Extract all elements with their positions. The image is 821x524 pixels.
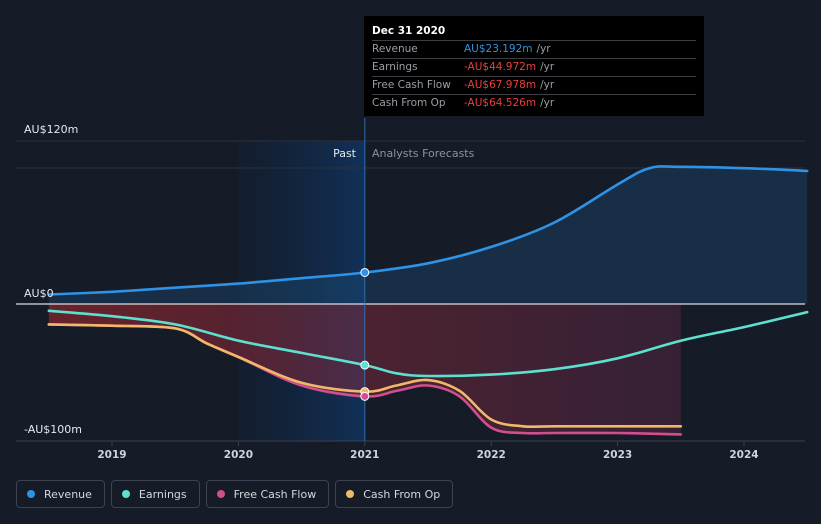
series-line-revenue [47, 165, 809, 296]
free-cash-flow-dot-icon [216, 490, 225, 498]
legend-label: Free Cash Flow [233, 487, 317, 501]
tooltip-value: AU$23.192m [464, 43, 533, 55]
tooltip-unit: /yr [536, 43, 551, 55]
earnings-dot-icon [121, 490, 130, 498]
tooltip-row-revenue: Revenue AU$23.192m /yr [372, 40, 696, 58]
legend-item-cash-from-op[interactable]: Cash From Op [335, 480, 454, 508]
x-tick-label: 2020 [224, 449, 253, 461]
x-tick-label: 2021 [350, 449, 379, 461]
legend-item-earnings[interactable]: Earnings [110, 480, 200, 508]
marker-revenue [360, 267, 370, 277]
tooltip-date: Dec 31 2020 [372, 25, 446, 37]
revenue-area [48, 166, 808, 304]
revenue-dot-icon [27, 490, 35, 498]
past-label: Past [333, 147, 357, 160]
tooltip-unit: /yr [540, 97, 555, 109]
tooltip-row-fcf: Free Cash Flow -AU$67.978m /yr [372, 76, 696, 94]
series-line-cash-from-op [47, 323, 683, 429]
legend-label: Cash From Op [363, 487, 441, 501]
marker-earnings [360, 360, 370, 370]
tooltip-label: Earnings [372, 61, 418, 73]
x-tick-label: 2022 [477, 449, 506, 461]
tooltip-label: Revenue [372, 43, 418, 55]
tooltip-label: Free Cash Flow [372, 79, 451, 91]
tooltip-value: -AU$67.978m [464, 79, 537, 91]
tooltip: Dec 31 2020 Revenue AU$23.192m /yr Earni… [364, 16, 704, 116]
tooltip-row-cfo: Cash From Op -AU$64.526m /yr [372, 94, 696, 112]
tooltip-label: Cash From Op [372, 97, 446, 109]
legend-label: Revenue [44, 487, 92, 501]
legend-label: Earnings [138, 487, 187, 501]
legend-item-free-cash-flow[interactable]: Free Cash Flow [205, 480, 330, 508]
cash-from-op-dot-icon [346, 490, 355, 498]
y-label-top: AU$120m [24, 123, 78, 136]
marker-free-cash-flow [360, 391, 370, 401]
tooltip-value: -AU$44.972m [464, 61, 537, 73]
x-tick-label: 2023 [603, 449, 632, 461]
tooltip-unit: /yr [540, 79, 555, 91]
y-label-bottom: -AU$100m [24, 423, 82, 436]
x-tick-label: 2019 [97, 449, 126, 461]
tooltip-row-earnings: Earnings -AU$44.972m /yr [372, 58, 696, 76]
series-line-earnings [47, 309, 809, 378]
x-tick-label: 2024 [729, 449, 758, 461]
y-label-zero: AU$0 [24, 287, 54, 300]
tooltip-unit: /yr [540, 61, 555, 73]
legend-item-revenue[interactable]: Revenue [16, 480, 105, 508]
legend: Revenue Earnings Free Cash Flow Cash Fro… [16, 480, 454, 508]
forecast-label: Analysts Forecasts [372, 147, 475, 160]
tooltip-value: -AU$64.526m [464, 97, 537, 109]
